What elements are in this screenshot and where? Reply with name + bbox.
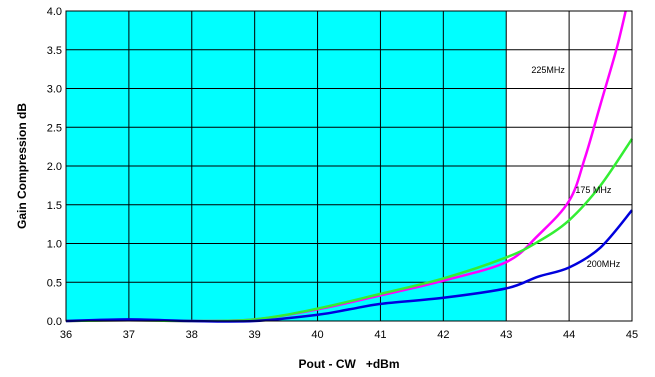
y-tick-label: 4.0 — [47, 6, 62, 18]
frame-border — [65, 10, 633, 322]
y-tick-label: 3.0 — [47, 84, 62, 96]
y-tick-label: 2.0 — [47, 161, 62, 173]
series-label-175mhz: 175 MHz — [575, 185, 612, 195]
y-tick-label: 0.5 — [47, 277, 62, 289]
x-tick-label: 45 — [626, 329, 638, 341]
series-labels: 225MHz 175 MHz 200MHz — [531, 65, 620, 269]
x-tick-label: 39 — [249, 329, 261, 341]
y-tick-label: 0.0 — [47, 316, 62, 328]
y-tick-label: 1.0 — [47, 239, 62, 251]
x-axis-title: Pout - CW +dBm — [299, 357, 400, 371]
y-tick-label: 2.5 — [47, 122, 62, 134]
x-tick-label: 42 — [437, 329, 449, 341]
x-tick-label: 38 — [186, 329, 198, 341]
x-tick-label: 41 — [374, 329, 386, 341]
x-tick-label: 44 — [563, 329, 575, 341]
x-tick-label: 43 — [500, 329, 512, 341]
x-tick-label: 36 — [60, 329, 72, 341]
x-tick-label: 37 — [123, 329, 135, 341]
plot-frame — [65, 10, 633, 322]
series-label-225mhz: 225MHz — [531, 65, 565, 75]
y-tick-label: 3.5 — [47, 45, 62, 57]
x-tick-labels: 36 37 38 39 40 41 42 43 44 45 — [60, 329, 638, 341]
series-label-200mhz: 200MHz — [587, 259, 621, 269]
y-tick-labels: 0.0 0.5 1.0 1.5 2.0 2.5 3.0 3.5 4.0 — [47, 6, 62, 328]
x-tick-label: 40 — [311, 329, 323, 341]
y-axis-title: Gain Compression dB — [15, 103, 29, 229]
y-tick-label: 1.5 — [47, 200, 62, 212]
